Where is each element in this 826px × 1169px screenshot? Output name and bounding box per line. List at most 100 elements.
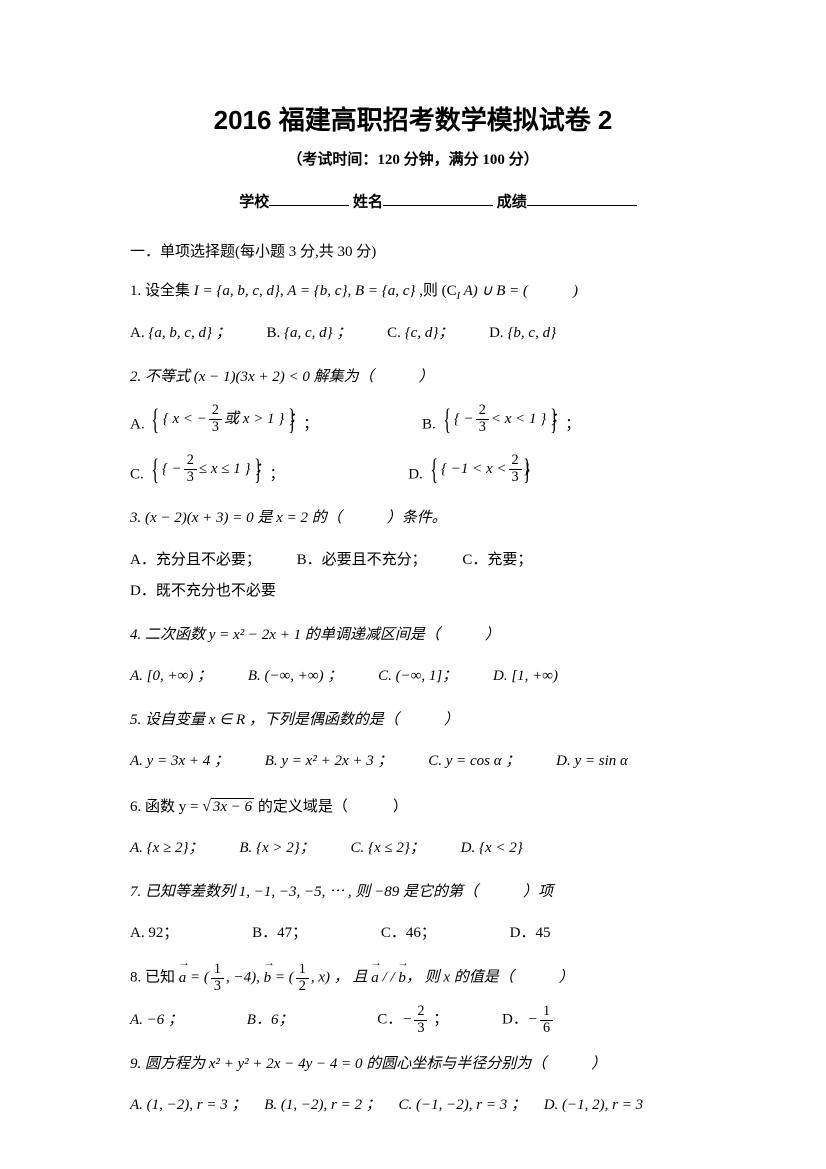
q1-opt-b-text: {a, c, d} ； — [284, 325, 351, 341]
q8-opt-a: A. −6 ； — [130, 1005, 183, 1037]
section-1-heading: 一．单项选择题(每小题 3 分,共 30 分) — [130, 240, 696, 264]
q2-options-row1: A. {{ x < −23 或 x > 1 } ；} ； B. {{ −23 <… — [130, 403, 696, 441]
question-4: 4. 二次函数 y = x² − 2x + 1 的单调递减区间是（ ） — [130, 620, 696, 652]
q8-vec-b2: b — [398, 963, 406, 995]
q6-options: A. {x ≥ 2}； B. {x > 2}； C. {x ≤ 2}； D. {… — [130, 833, 696, 865]
q2-d-fd: 3 — [509, 470, 522, 486]
q8-vec-b: b — [264, 963, 272, 995]
q5-options: A. y = 3x + 4 ； B. y = x² + 2x + 3 ； C. … — [130, 746, 696, 778]
q5-opt-c: C. y = cos α ； — [428, 746, 520, 778]
question-8: 8. 已知 a = (13, −4), b = (12, x) ， 且 a / … — [130, 962, 696, 994]
q2-b-fn: 2 — [476, 403, 489, 420]
q8-vec-a: a — [179, 963, 187, 995]
q1-opt-c-label: C. — [387, 325, 401, 341]
q6-stem-post: 的定义域是（ ） — [254, 799, 408, 815]
q2-d-label: D. — [408, 467, 423, 483]
q4-opt-b: B. (−∞, +∞) ； — [248, 661, 343, 693]
q7-options: A. 92； B．47； C．46； D．45 — [130, 918, 696, 950]
q3-stem: 3. (x − 2)(x + 3) = 0 是 x = 2 的（ ）条件。 — [130, 510, 447, 526]
question-6: 6. 函数 y = 3x − 6 的定义域是（ ） — [130, 790, 696, 824]
q7-stem: 7. 已知等差数列 1, −1, −3, −5, ⋯ , 则 −89 是它的第（… — [130, 884, 553, 900]
q2-a-fn: 2 — [209, 403, 222, 420]
question-5: 5. 设自变量 x ∈ R ，下列是偶函数的是（ ） — [130, 705, 696, 737]
q1-stem-pre: 1. 设全集 — [130, 283, 194, 299]
q8-d-fd: 6 — [540, 1021, 553, 1037]
q8-opt-b: B．6； — [247, 1005, 294, 1037]
q8-c-fd: 3 — [414, 1021, 427, 1037]
q6-stem-pre: 6. 函数 y = — [130, 799, 202, 815]
q8-c-label: C． — [377, 1012, 402, 1028]
score-blank — [527, 190, 637, 207]
q2-opt-a: A. {{ x < −23 或 x > 1 } ；} ； — [130, 403, 318, 441]
q9-opt-b: B. (1, −2), r = 2 ； — [264, 1090, 381, 1122]
q8-c-post: ； — [429, 1012, 448, 1028]
q8-m5: ， 则 x 的值是（ ） — [406, 970, 574, 986]
q8-vec-a2: a — [371, 963, 379, 995]
question-7: 7. 已知等差数列 1, −1, −3, −5, ⋯ , 则 −89 是它的第（… — [130, 877, 696, 909]
q1-options: A. {a, b, c, d} ； B. {a, c, d} ； C. {c, … — [130, 318, 696, 350]
q9-options: A. (1, −2), r = 3 ； B. (1, −2), r = 2 ； … — [130, 1090, 696, 1122]
q2-options-row2: C. {{ −23 ≤ x ≤ 1 } ；} ； D. {{ −1 < x < … — [130, 453, 696, 491]
q3-opt-c: C．充要； — [462, 545, 532, 577]
q1-opt-a-text: {a, b, c, d} ； — [148, 325, 230, 341]
q2-c-fn: 2 — [184, 453, 197, 470]
student-info-line: 学校 姓名 成绩 — [180, 190, 696, 215]
q8-pre: 8. 已知 — [130, 970, 179, 986]
q5-stem: 5. 设自变量 x ∈ R ，下列是偶函数的是（ ） — [130, 712, 459, 728]
q7-opt-d: D．45 — [510, 918, 551, 950]
q7-opt-a: A. 92； — [130, 918, 178, 950]
score-label: 成绩 — [497, 194, 527, 210]
q1-opt-a-label: A. — [130, 325, 145, 341]
q8-c-fn: 2 — [414, 1004, 427, 1021]
q9-stem: 9. 圆方程为 x² + y² + 2x − 4y − 4 = 0 的圆心坐标与… — [130, 1056, 606, 1072]
q6-opt-c: C. {x ≤ 2}； — [351, 833, 425, 865]
q8-f2d: 2 — [296, 979, 309, 995]
q5-opt-d: D. y = sin α — [556, 746, 628, 778]
q4-opt-a: A. [0, +∞) ； — [130, 661, 212, 693]
q1-sets: = {a, b, c, d}, A = {b, c}, B = {a, c} — [199, 283, 416, 299]
q6-radicand: 3x − 6 — [211, 798, 254, 815]
q8-f1n: 1 — [211, 962, 224, 979]
q6-opt-a: A. {x ≥ 2}； — [130, 833, 204, 865]
q8-d-fn: 1 — [540, 1004, 553, 1021]
school-blank — [269, 190, 349, 207]
q8-opt-d: D．−16 — [502, 1004, 555, 1036]
q2-b-pre: { − — [454, 404, 474, 436]
q2-b-label: B. — [422, 417, 436, 433]
q8-d-label: D． — [502, 1012, 528, 1028]
q6-opt-b: B. {x > 2}； — [239, 833, 314, 865]
q8-f1d: 3 — [211, 979, 224, 995]
q2-stem: 2. 不等式 (x − 1)(3x + 2) < 0 解集为（ ） — [130, 369, 434, 385]
q8-f2n: 1 — [296, 962, 309, 979]
q8-m2: , −4), — [226, 970, 264, 986]
q4-options: A. [0, +∞) ； B. (−∞, +∞) ； C. (−∞, 1]； D… — [130, 661, 696, 693]
name-label: 姓名 — [353, 194, 383, 210]
q2-d-fn: 2 — [509, 453, 522, 470]
q8-m4: , x) ， 且 — [311, 970, 371, 986]
q2-a-pre: { x < − — [163, 404, 207, 436]
q2-c-fd: 3 — [184, 470, 197, 486]
q2-opt-c: C. {{ −23 ≤ x ≤ 1 } ；} ； — [130, 453, 284, 491]
school-label: 学校 — [239, 194, 269, 210]
q2-d-pre: { −1 < x < — [441, 454, 507, 486]
q8-opt-c: C．−23 ； — [377, 1004, 448, 1036]
q6-radical: 3x − 6 — [202, 790, 254, 824]
q2-opt-d: D. {{ −1 < x < 23 }} — [408, 453, 534, 491]
page-subtitle: （考试时间：120 分钟，满分 100 分） — [130, 148, 696, 172]
page-title: 2016 福建高职招考数学模拟试卷 2 — [130, 100, 696, 142]
q3-opt-d: D．既不充分也不必要 — [130, 576, 276, 608]
q2-c-label: C. — [130, 467, 144, 483]
q1-opt-c: C. {c, d}； — [387, 318, 453, 350]
name-blank — [383, 190, 493, 207]
q8-c-pre: − — [402, 1012, 412, 1028]
q3-opt-b: B．必要且不充分； — [297, 545, 427, 577]
q1-opt-c-text: {c, d}； — [405, 325, 454, 341]
q9-opt-d: D. (−1, 2), r = 3 — [544, 1090, 643, 1122]
q8-m1: = ( — [186, 970, 209, 986]
q7-opt-c: C．46； — [381, 918, 436, 950]
q1-opt-d-text: {b, c, d} — [507, 325, 556, 341]
q8-m3: = ( — [271, 970, 294, 986]
q3-options: A．充分且不必要； B．必要且不充分； C．充要； D．既不充分也不必要 — [130, 545, 696, 608]
q5-opt-a: A. y = 3x + 4 ； — [130, 746, 229, 778]
q4-opt-d: D. [1, +∞) — [493, 661, 558, 693]
